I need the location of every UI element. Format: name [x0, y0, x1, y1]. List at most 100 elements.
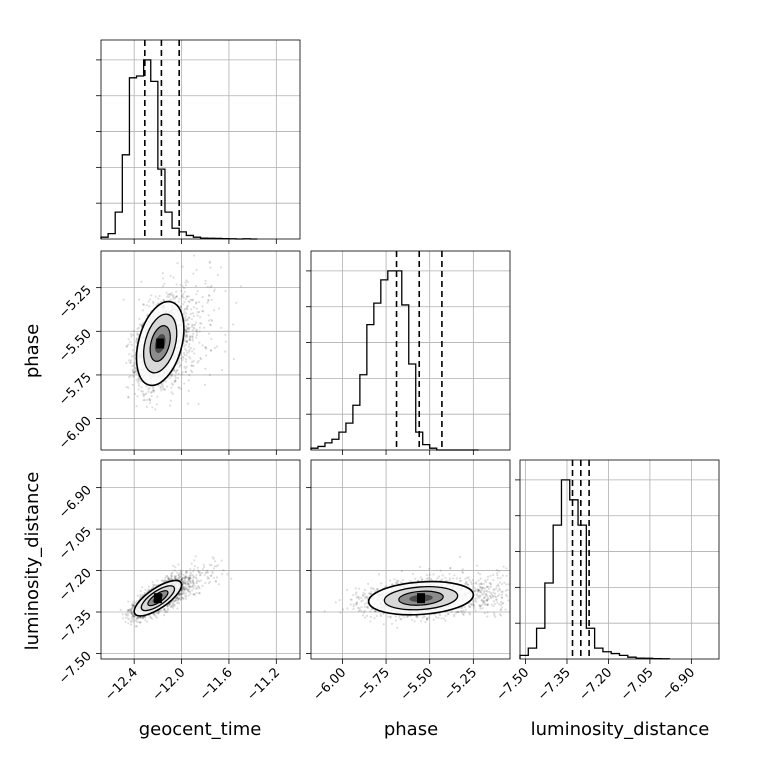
sample-point: [172, 297, 175, 300]
sample-point: [185, 330, 188, 333]
sample-point: [188, 373, 191, 377]
sample-point: [152, 389, 155, 392]
y-tick-label: −7.35: [56, 607, 95, 646]
sample-point: [201, 296, 204, 299]
sample-point: [189, 312, 192, 315]
sample-point: [151, 406, 154, 409]
sample-point: [173, 369, 176, 372]
sample-point: [232, 358, 235, 361]
sample-point: [189, 574, 192, 578]
sample-point: [132, 371, 135, 374]
sample-point: [206, 285, 209, 288]
sample-point: [209, 266, 212, 269]
x-tick-label: −12.0: [150, 665, 189, 704]
sample-point: [207, 294, 211, 297]
sample-point: [137, 388, 140, 391]
sample-point: [168, 377, 171, 380]
sample-point: [144, 393, 147, 396]
sample-point: [195, 336, 198, 339]
sample-point: [207, 314, 210, 317]
sample-point: [178, 576, 181, 580]
sample-point: [197, 301, 200, 304]
sample-point: [167, 576, 170, 579]
sample-point: [148, 305, 151, 308]
y-tick-label: −5.75: [56, 370, 95, 409]
sample-point: [199, 356, 202, 360]
sample-point: [217, 583, 220, 586]
sample-point: [161, 285, 165, 288]
sample-point: [138, 377, 141, 381]
sample-point: [190, 562, 193, 565]
sample-point: [187, 317, 190, 320]
sample-point: [208, 294, 211, 298]
y-tick: −5.25: [56, 283, 101, 322]
sample-point: [160, 300, 163, 303]
sample-point: [139, 595, 142, 598]
sample-point: [203, 326, 206, 329]
sample-point: [195, 591, 198, 595]
y-tick: −7.20: [56, 566, 101, 605]
sample-point: [200, 322, 203, 325]
sample-point: [165, 291, 168, 294]
sample-point: [191, 298, 194, 301]
sample-point: [212, 576, 216, 579]
sample-point: [184, 370, 187, 373]
sample-point: [130, 335, 133, 338]
sample-point: [196, 361, 199, 364]
sample-point: [196, 566, 199, 569]
sample-point: [171, 373, 174, 376]
sample-point: [198, 310, 201, 313]
sample-point: [193, 565, 196, 568]
sample-point: [185, 340, 188, 343]
sample-point: [391, 583, 394, 586]
sample-point: [170, 382, 173, 385]
sample-point: [160, 389, 163, 392]
sample-point: [132, 333, 135, 337]
sample-point: [209, 323, 212, 326]
sample-point: [224, 340, 227, 343]
sample-point: [179, 387, 182, 390]
sample-point: [162, 299, 165, 302]
sample-point: [214, 560, 217, 563]
sample-point: [137, 379, 140, 382]
sample-point: [207, 319, 210, 322]
sample-point: [140, 386, 143, 389]
sample-point: [191, 335, 194, 338]
sample-point: [159, 387, 162, 390]
sample-point: [125, 385, 128, 389]
sample-point: [176, 262, 179, 265]
sample-point: [220, 326, 223, 329]
x-tick: −7.35: [535, 659, 574, 704]
sample-point: [195, 573, 198, 576]
y-tick-label: −7.50: [56, 649, 95, 688]
sample-point: [188, 338, 191, 341]
sample-point: [216, 345, 219, 348]
sample-point: [208, 580, 212, 583]
sample-point: [205, 571, 208, 574]
x-tick: −7.20: [576, 659, 615, 704]
x-tick-label: −7.20: [576, 665, 615, 704]
sample-point: [216, 564, 219, 567]
sample-point: [187, 327, 190, 330]
sample-point: [141, 390, 144, 393]
sample-point: [181, 371, 184, 374]
sample-point: [186, 295, 189, 299]
sample-point: [175, 371, 178, 375]
sample-point: [182, 293, 185, 296]
sample-point: [184, 597, 188, 600]
sample-point: [155, 403, 158, 406]
sample-point: [180, 373, 184, 376]
sample-point: [183, 382, 186, 385]
sample-point: [193, 352, 196, 355]
sample-point: [178, 386, 181, 389]
sample-point: [135, 338, 138, 341]
sample-point: [187, 330, 190, 333]
sample-point: [145, 392, 148, 395]
sample-point: [180, 572, 183, 575]
sample-point: [198, 322, 202, 325]
sample-point: [195, 307, 198, 310]
sample-point: [185, 308, 188, 311]
histogram-step: [310, 270, 479, 451]
sample-point: [174, 379, 177, 382]
sample-point: [183, 353, 186, 357]
